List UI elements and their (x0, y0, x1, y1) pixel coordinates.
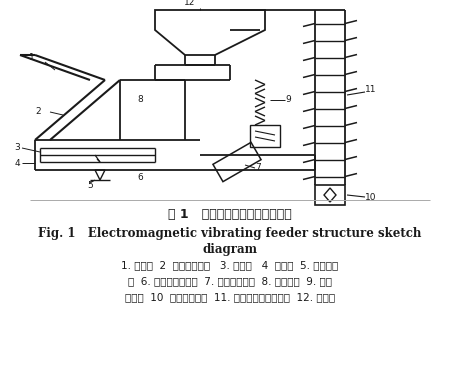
Text: 9: 9 (285, 96, 291, 104)
Text: 2: 2 (35, 107, 41, 116)
Text: 12: 12 (184, 0, 195, 7)
Text: 器  6. 水平振动输送机  7. 水平振动电机  8. 振动料斗  9. 电磁: 器 6. 水平振动输送机 7. 水平振动电机 8. 振动料斗 9. 电磁 (128, 276, 332, 286)
Text: 振动器  10  垂直振动电机  11. 垂直螺旋振动给料机  12. 贮料斗: 振动器 10 垂直振动电机 11. 垂直螺旋振动给料机 12. 贮料斗 (125, 292, 335, 302)
Text: 1. 引流槽  2  流量计弧形板   3. 测力计   4  支撑点  5. 测力传感: 1. 引流槽 2 流量计弧形板 3. 测力计 4 支撑点 5. 测力传感 (121, 260, 339, 270)
Text: 图 1   电磁振动给料机结构示意图: 图 1 电磁振动给料机结构示意图 (168, 209, 292, 222)
Bar (250, 125, 280, 147)
Text: Fig. 1   Electromagnetic vibrating feeder structure sketch: Fig. 1 Electromagnetic vibrating feeder … (38, 226, 422, 240)
Text: 3: 3 (14, 144, 20, 152)
Text: 11: 11 (365, 85, 377, 94)
Text: diagram: diagram (202, 243, 258, 256)
Text: 4: 4 (14, 158, 20, 167)
Text: 1: 1 (29, 54, 35, 62)
Text: 8: 8 (137, 96, 143, 104)
Text: 10: 10 (365, 192, 377, 201)
Text: 7: 7 (255, 164, 261, 172)
Bar (315, 185, 345, 205)
Text: 5: 5 (87, 181, 93, 189)
Text: 6: 6 (137, 174, 143, 183)
